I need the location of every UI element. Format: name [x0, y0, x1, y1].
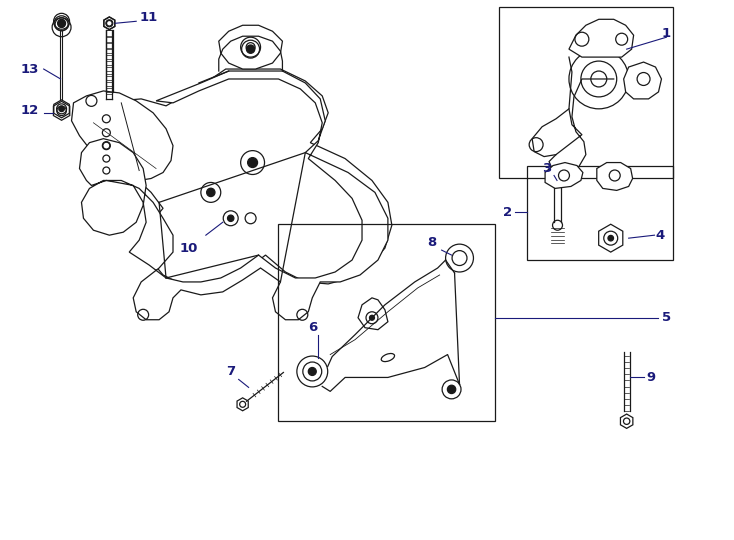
Polygon shape: [569, 19, 633, 57]
Polygon shape: [597, 163, 633, 191]
Polygon shape: [71, 91, 173, 180]
Circle shape: [308, 368, 316, 375]
Polygon shape: [624, 62, 661, 99]
Bar: [278, 224, 495, 421]
Circle shape: [369, 315, 374, 320]
Text: 8: 8: [427, 235, 436, 248]
Text: 2: 2: [503, 206, 512, 219]
Text: 11: 11: [139, 11, 157, 24]
Circle shape: [247, 158, 258, 167]
Text: 5: 5: [662, 311, 671, 324]
Circle shape: [228, 215, 234, 221]
Circle shape: [247, 45, 255, 53]
Polygon shape: [79, 71, 388, 320]
Ellipse shape: [381, 354, 395, 362]
Circle shape: [59, 21, 65, 28]
Circle shape: [608, 235, 614, 241]
Polygon shape: [84, 69, 392, 288]
Bar: [499, 8, 673, 179]
Text: 10: 10: [180, 241, 198, 255]
Text: 1: 1: [662, 26, 671, 40]
Circle shape: [448, 385, 456, 394]
Bar: [527, 166, 673, 260]
Text: 6: 6: [308, 321, 317, 334]
Circle shape: [59, 106, 65, 112]
Text: 13: 13: [21, 63, 39, 76]
Polygon shape: [358, 298, 388, 330]
Text: 4: 4: [656, 228, 665, 242]
Text: 9: 9: [646, 371, 655, 384]
Circle shape: [207, 188, 215, 197]
Text: 7: 7: [226, 365, 236, 378]
Polygon shape: [219, 25, 283, 69]
Text: 3: 3: [542, 162, 552, 175]
Text: 12: 12: [21, 104, 39, 117]
Polygon shape: [545, 163, 583, 188]
Circle shape: [57, 19, 65, 27]
